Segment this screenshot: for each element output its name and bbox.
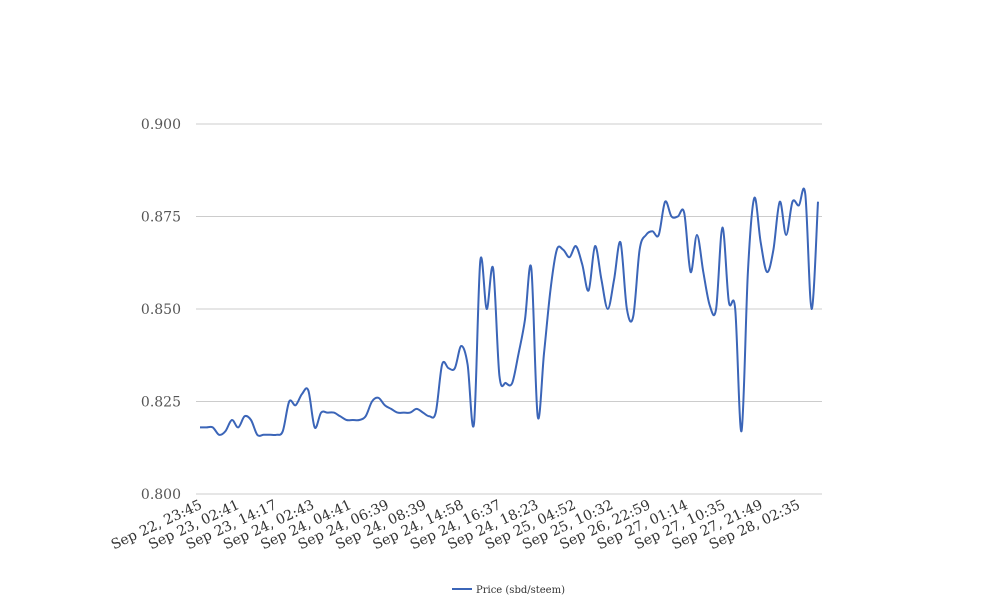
y-tick-label: 0.800 bbox=[141, 487, 181, 503]
y-tick-label: 0.850 bbox=[141, 302, 181, 318]
series-lines bbox=[200, 187, 819, 437]
y-tick-label: 0.900 bbox=[141, 117, 181, 133]
y-tick-label: 0.825 bbox=[141, 395, 181, 411]
legend-label-price: Price (sbd/steem) bbox=[476, 585, 565, 596]
y-axis-ticks: 0.800 0.825 0.850 0.875 0.900 bbox=[141, 117, 181, 503]
series-line-price bbox=[200, 187, 819, 437]
y-tick-label: 0.875 bbox=[141, 210, 181, 226]
gridlines bbox=[196, 123, 822, 495]
legend: Price (sbd/steem) bbox=[452, 585, 565, 596]
